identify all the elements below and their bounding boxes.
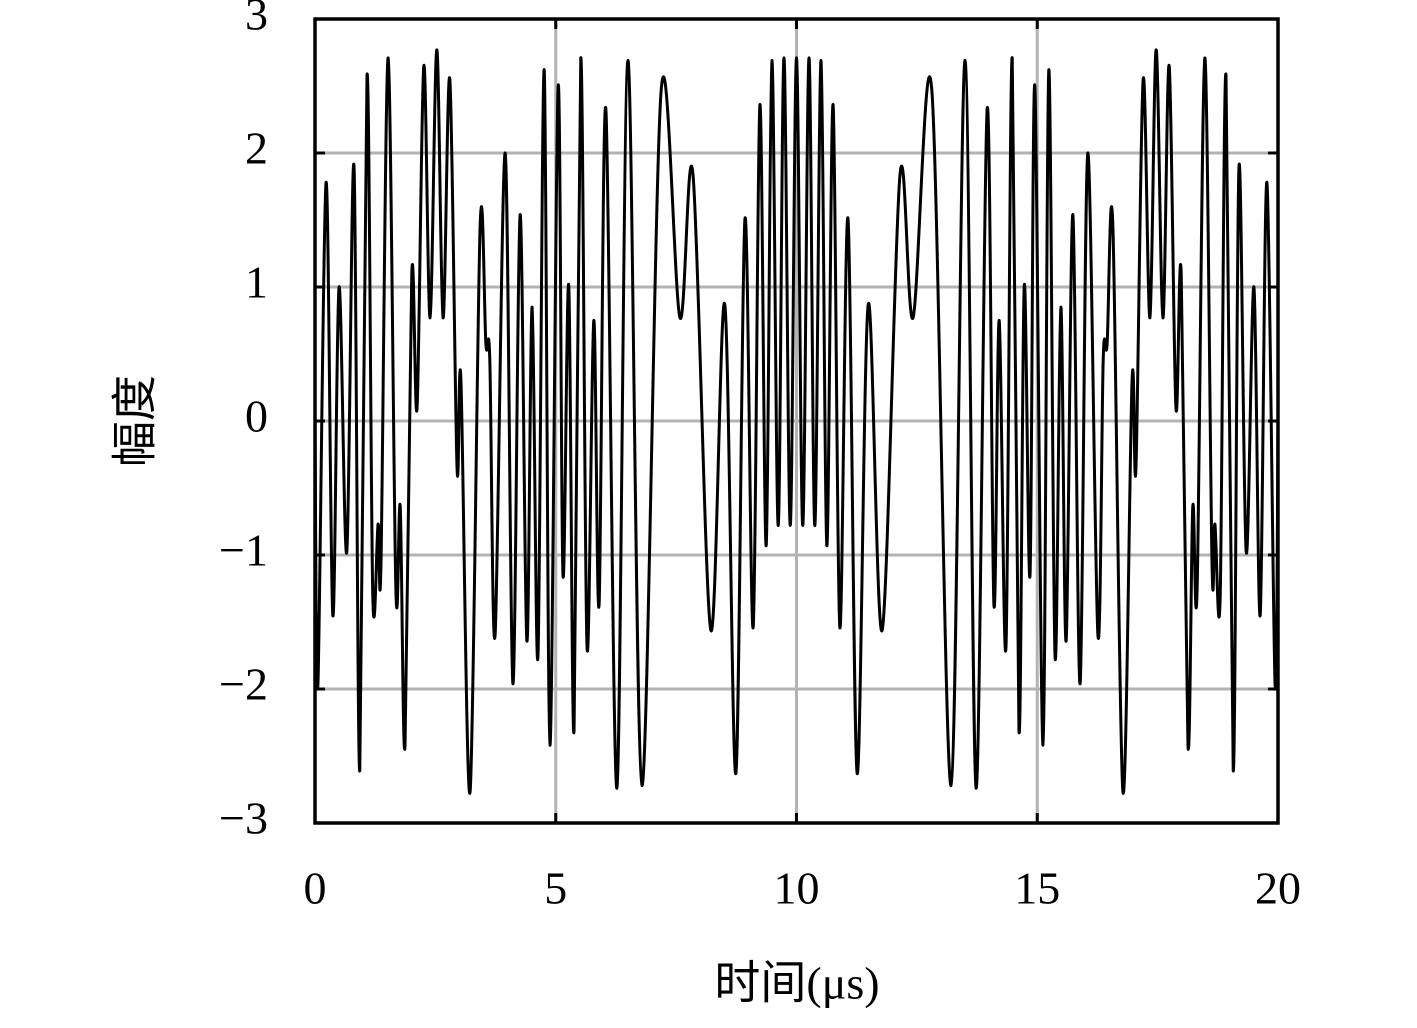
x-tick-label: 20 [1255, 863, 1301, 914]
x-tick-label: 15 [1014, 863, 1060, 914]
y-tick-label: −3 [219, 793, 268, 844]
plot-frame [313, 17, 1280, 825]
data-line [313, 48, 1280, 795]
y-tick-label: 3 [245, 0, 268, 40]
y-tick-label: 0 [245, 391, 268, 442]
x-tick-label: 0 [304, 863, 327, 914]
x-tick-label: 10 [774, 863, 820, 914]
y-tick-label: −1 [219, 525, 268, 576]
y-tick-label: −2 [219, 659, 268, 710]
y-tick-label: 2 [245, 123, 268, 174]
x-axis-label: 时间(μs) [714, 958, 879, 1009]
y-axis-label: 幅度 [110, 375, 161, 467]
x-tick-label: 5 [544, 863, 567, 914]
y-tick-label: 1 [245, 257, 268, 308]
